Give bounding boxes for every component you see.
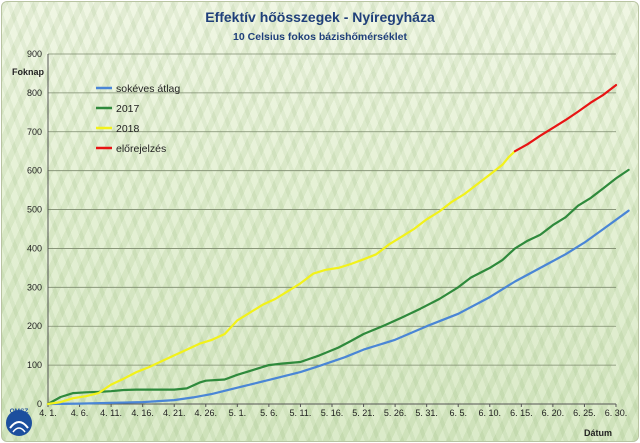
legend-label: 2017 (116, 103, 140, 115)
x-axis-label: Dátum (584, 428, 612, 438)
legend-label: sokéves átlag (116, 83, 180, 95)
x-tick-label: 5. 26. (384, 408, 407, 418)
series-line-2 (46, 150, 517, 406)
x-tick-label: 5. 21. (352, 408, 375, 418)
chart-title: Effektív hőösszegek - Nyíregyháza (205, 9, 435, 25)
x-tick-label: 5. 6. (260, 408, 278, 418)
y-tick-label: 0 (37, 399, 42, 409)
x-tick-label: 5. 16. (321, 408, 344, 418)
y-tick-label: 500 (27, 205, 42, 215)
x-tick-label: 6. 25. (573, 408, 596, 418)
x-tick-label: 6. 5. (449, 408, 467, 418)
x-tick-label: 5. 11. (290, 408, 312, 418)
y-axis-label: Foknap (12, 67, 45, 77)
series-line-1 (46, 168, 630, 406)
y-tick-label: 600 (27, 166, 42, 176)
y-tick-label: 200 (27, 321, 42, 331)
chart-subtitle: 10 Celsius fokos bázishőmérséklet (233, 31, 407, 43)
y-tick-label: 300 (27, 282, 42, 292)
logo-text: OMSZ (10, 408, 29, 415)
x-tick-label: 6. 15. (510, 408, 533, 418)
x-tick-label: 4. 21. (163, 408, 186, 418)
x-tick-label: 4. 6. (71, 408, 89, 418)
x-tick-label: 6. 30. (605, 408, 628, 418)
x-tick-label: 4. 11. (100, 408, 122, 418)
x-tick-label: 5. 1. (229, 408, 247, 418)
y-tick-label: 400 (27, 243, 42, 253)
x-tick-label: 6. 20. (542, 408, 565, 418)
x-tick-label: 4. 26. (195, 408, 218, 418)
series-line-3 (513, 83, 618, 153)
legend-label: előrejelzés (116, 143, 166, 155)
x-tick-label: 6. 10. (479, 408, 502, 418)
y-tick-label: 700 (27, 127, 42, 137)
series-line-0 (46, 209, 630, 406)
x-tick-label: 4. 1. (39, 408, 57, 418)
y-tick-label: 800 (27, 88, 42, 98)
x-tick-label: 5. 31. (415, 408, 438, 418)
y-tick-label: 100 (27, 360, 42, 370)
omsz-logo: OMSZ (6, 408, 32, 436)
legend-label: 2018 (116, 123, 140, 135)
x-tick-label: 4. 16. (131, 408, 154, 418)
y-tick-label: 900 (27, 49, 42, 59)
